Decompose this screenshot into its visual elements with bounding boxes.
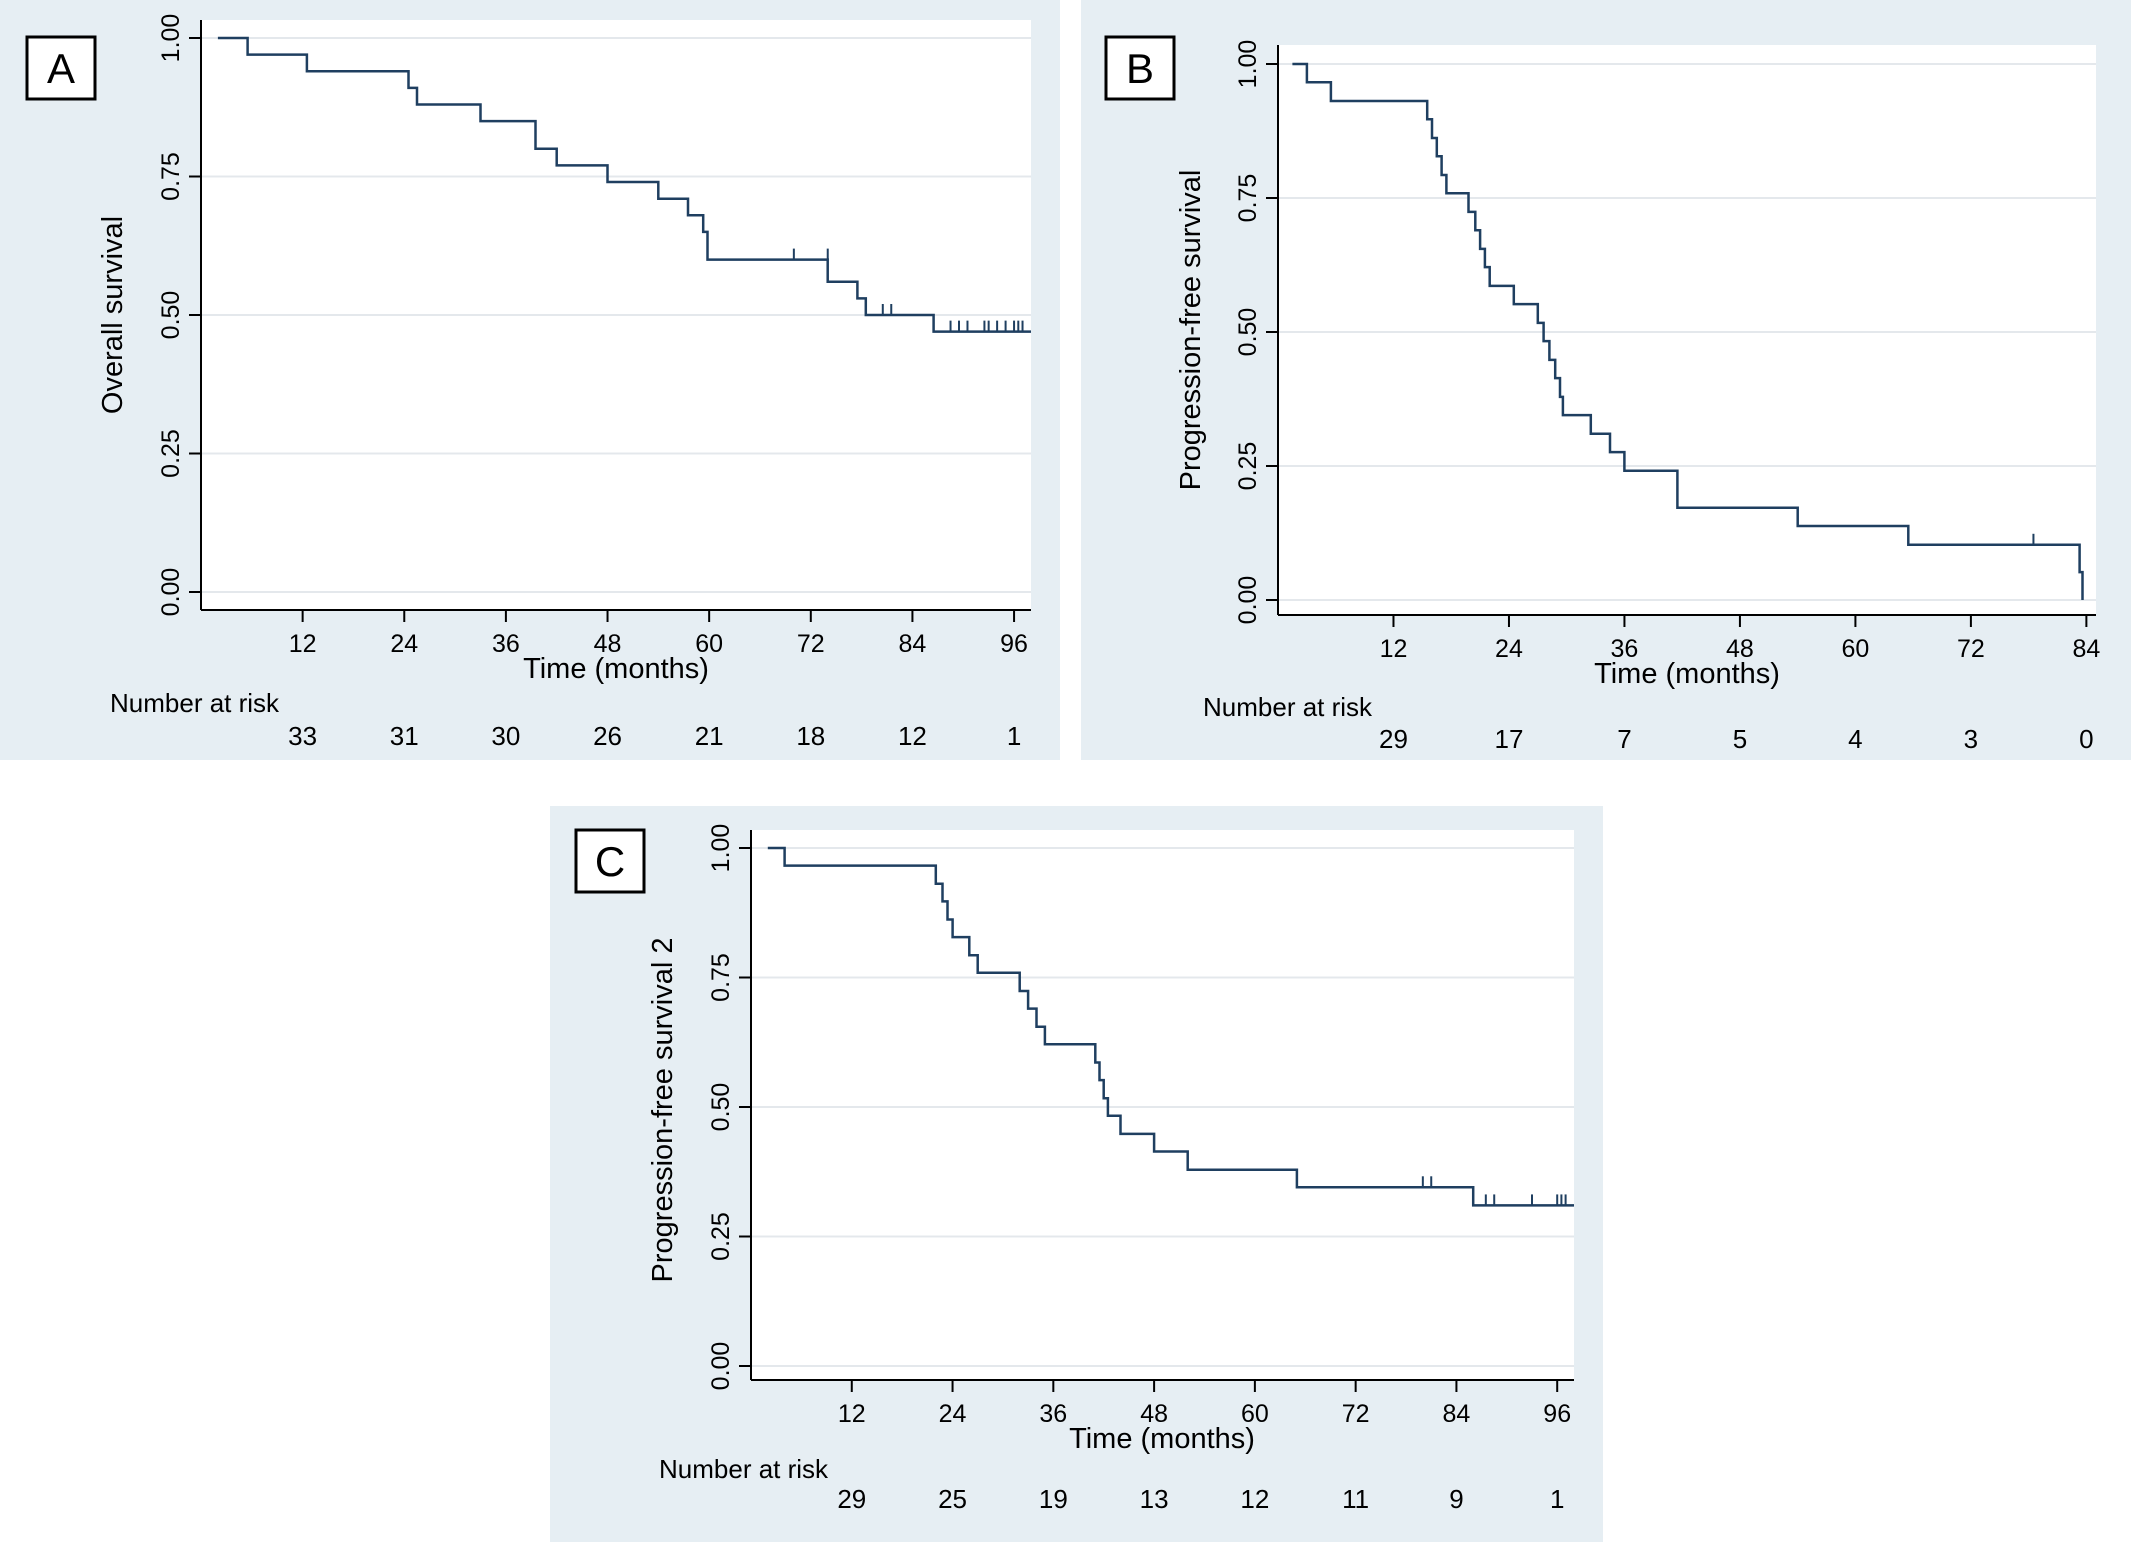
panel-b-gridlines	[1278, 63, 2096, 601]
panel-a-x-tick-label: 12	[289, 630, 317, 658]
panel-c-x-tick-label: 96	[1543, 1400, 1571, 1428]
panel-a-x-tick-label: 60	[695, 630, 723, 658]
panel-b-risk-table-label: Number at risk	[1203, 692, 1373, 722]
panel-a-x-tick-label: 48	[594, 630, 622, 658]
panel-b-x-tick-label: 60	[1842, 635, 1870, 663]
panel-a-y-tick-label: 0.50	[157, 291, 185, 340]
panel-c-risk-value: 11	[1342, 1484, 1369, 1514]
panel-a-y-axis-title: Overall survival	[97, 216, 129, 414]
panel-b-risk-value: 17	[1495, 724, 1524, 754]
panel-a-x-tick-label: 84	[899, 630, 927, 658]
panel-b-y-tick-label: 0.50	[1234, 308, 1262, 357]
panel-c-risk-value: 13	[1140, 1484, 1169, 1514]
panel-b-x-tick-label: 12	[1380, 635, 1408, 663]
panel-b-y-tick-label: 1.00	[1234, 40, 1262, 89]
panel-c-axes	[750, 830, 1574, 1381]
panel-a: 0.00 0.25 0.50 0.75 1.00 12 24 36 48 60 72 84 96 Ove…	[0, 0, 1060, 760]
panel-b-letter: B	[1126, 45, 1154, 92]
panel-b-number-at-risk: 29 17 7 5 4 3 0	[1379, 724, 2094, 754]
panel-c-x-tick-label: 36	[1039, 1400, 1067, 1428]
panel-c-risk-value: 12	[1240, 1484, 1269, 1514]
panel-c-x-axis-title: Time (months)	[1069, 1423, 1255, 1455]
panel-b-y-tick-label: 0.00	[1234, 576, 1262, 625]
panel-c-risk-value: 9	[1449, 1484, 1463, 1514]
panel-a-risk-value: 1	[1007, 721, 1021, 751]
panel-b-y-axis-title: Progression-free survival	[1175, 170, 1207, 491]
panel-a-x-axis-title: Time (months)	[523, 653, 709, 685]
panel-b-series	[1292, 62, 2084, 600]
panel-b-x-tick-label: 24	[1495, 635, 1523, 663]
panel-c-survival-curve	[767, 846, 1574, 1207]
panel-c-risk-value: 19	[1039, 1484, 1068, 1514]
panel-a-risk-value: 21	[695, 721, 724, 751]
panel-c-letter-box	[574, 828, 646, 894]
panel-c-y-tick-label: 0.25	[707, 1212, 735, 1261]
panel-c-y-tick-label: 1.00	[707, 824, 735, 873]
panel-b-axes	[1277, 45, 2096, 616]
panel-a-y-tick-label: 0.75	[157, 152, 185, 201]
panel-c-x-tick-label: 84	[1443, 1400, 1471, 1428]
panel-c-x-tick-label: 48	[1140, 1400, 1168, 1428]
panel-b-risk-value: 7	[1617, 724, 1631, 754]
panel-c-plot-area	[751, 830, 1574, 1380]
panel-a-y-tick-label: 0.00	[157, 568, 185, 617]
panel-c-x-tick-label: 60	[1241, 1400, 1269, 1428]
panel-c-y-tick-label: 0.75	[707, 953, 735, 1002]
panel-b-plot-area	[1278, 45, 2096, 615]
panel-b-x-axis-title: Time (months)	[1594, 658, 1780, 690]
panel-a-x-tick-label: 36	[492, 630, 520, 658]
panel-b-letter-box	[1104, 35, 1176, 101]
panel-a-survival-curve	[217, 36, 1031, 333]
panel-c-letter: C	[595, 838, 625, 885]
panel-b-survival-curve	[1292, 62, 2084, 600]
panel-c-x-tick-label: 24	[939, 1400, 967, 1428]
panel-a-ticks: 0.00 0.25 0.50 0.75 1.00 12 24 36 48 60 72 84 96	[157, 14, 1028, 658]
panel-c-series	[767, 846, 1574, 1207]
panel-c-y-axis-title: Progression-free survival 2	[647, 938, 679, 1283]
panel-b-risk-value: 5	[1733, 724, 1747, 754]
panel-a-x-tick-label: 24	[390, 630, 418, 658]
panel-a-x-tick-label: 96	[1000, 630, 1028, 658]
panel-a-risk-value: 26	[593, 721, 622, 751]
panel-a-risk-value: 31	[390, 721, 419, 751]
panel-a-risk-table-label: Number at risk	[110, 688, 280, 718]
panel-c-risk-value: 25	[938, 1484, 967, 1514]
panel-a-number-at-risk: 33 31 30 26 21 18 12 1	[288, 721, 1021, 751]
panel-a-series	[217, 36, 1031, 333]
panel-b-ticks: 0.00 0.25 0.50 0.75 1.00 12 24 36 48 60 72 84	[1234, 40, 2100, 663]
panel-a-risk-value: 12	[898, 721, 927, 751]
panel-a-letter: A	[47, 45, 75, 92]
panel-c-ticks: 0.00 0.25 0.50 0.75 1.00 12 24 36 48 60 72 84 96	[707, 824, 1571, 1428]
panel-b-risk-value: 29	[1379, 724, 1408, 754]
panel-c-gridlines	[751, 847, 1574, 1367]
panel-a-y-tick-label: 0.25	[157, 429, 185, 478]
panel-b-risk-value: 0	[2079, 724, 2093, 754]
panel-b-y-tick-label: 0.25	[1234, 442, 1262, 491]
panel-c: 0.00 0.25 0.50 0.75 1.00 12 24 36 48 60 72 84 96 Pro…	[550, 806, 1603, 1542]
panel-b-y-tick-label: 0.75	[1234, 174, 1262, 223]
panel-a-x-tick-label: 72	[797, 630, 825, 658]
panel-c-y-tick-label: 0.00	[707, 1342, 735, 1391]
panel-a-y-tick-label: 1.00	[157, 14, 185, 63]
panel-b-risk-value: 3	[1964, 724, 1978, 754]
panel-b-x-tick-label: 48	[1726, 635, 1754, 663]
panel-c-x-tick-label: 72	[1342, 1400, 1370, 1428]
panel-c-risk-table-label: Number at risk	[659, 1454, 829, 1484]
panel-c-risk-value: 1	[1550, 1484, 1564, 1514]
panel-c-risk-value: 29	[837, 1484, 866, 1514]
panel-c-y-tick-label: 0.50	[707, 1083, 735, 1132]
panel-b-x-tick-label: 36	[1611, 635, 1639, 663]
panel-b-x-tick-label: 72	[1957, 635, 1985, 663]
panel-a-risk-value: 30	[491, 721, 520, 751]
panel-a-letter-box	[25, 35, 97, 101]
panel-c-number-at-risk: 29 25 19 13 12 11 9 1	[837, 1484, 1564, 1514]
panel-a-risk-value: 18	[796, 721, 825, 751]
panel-b-x-tick-label: 84	[2072, 635, 2100, 663]
panel-b: 0.00 0.25 0.50 0.75 1.00 12 24 36 48 60 72 84 Progr…	[1081, 0, 2131, 760]
panel-a-risk-value: 33	[288, 721, 317, 751]
panel-c-x-tick-label: 12	[838, 1400, 866, 1428]
panel-b-risk-value: 4	[1848, 724, 1862, 754]
